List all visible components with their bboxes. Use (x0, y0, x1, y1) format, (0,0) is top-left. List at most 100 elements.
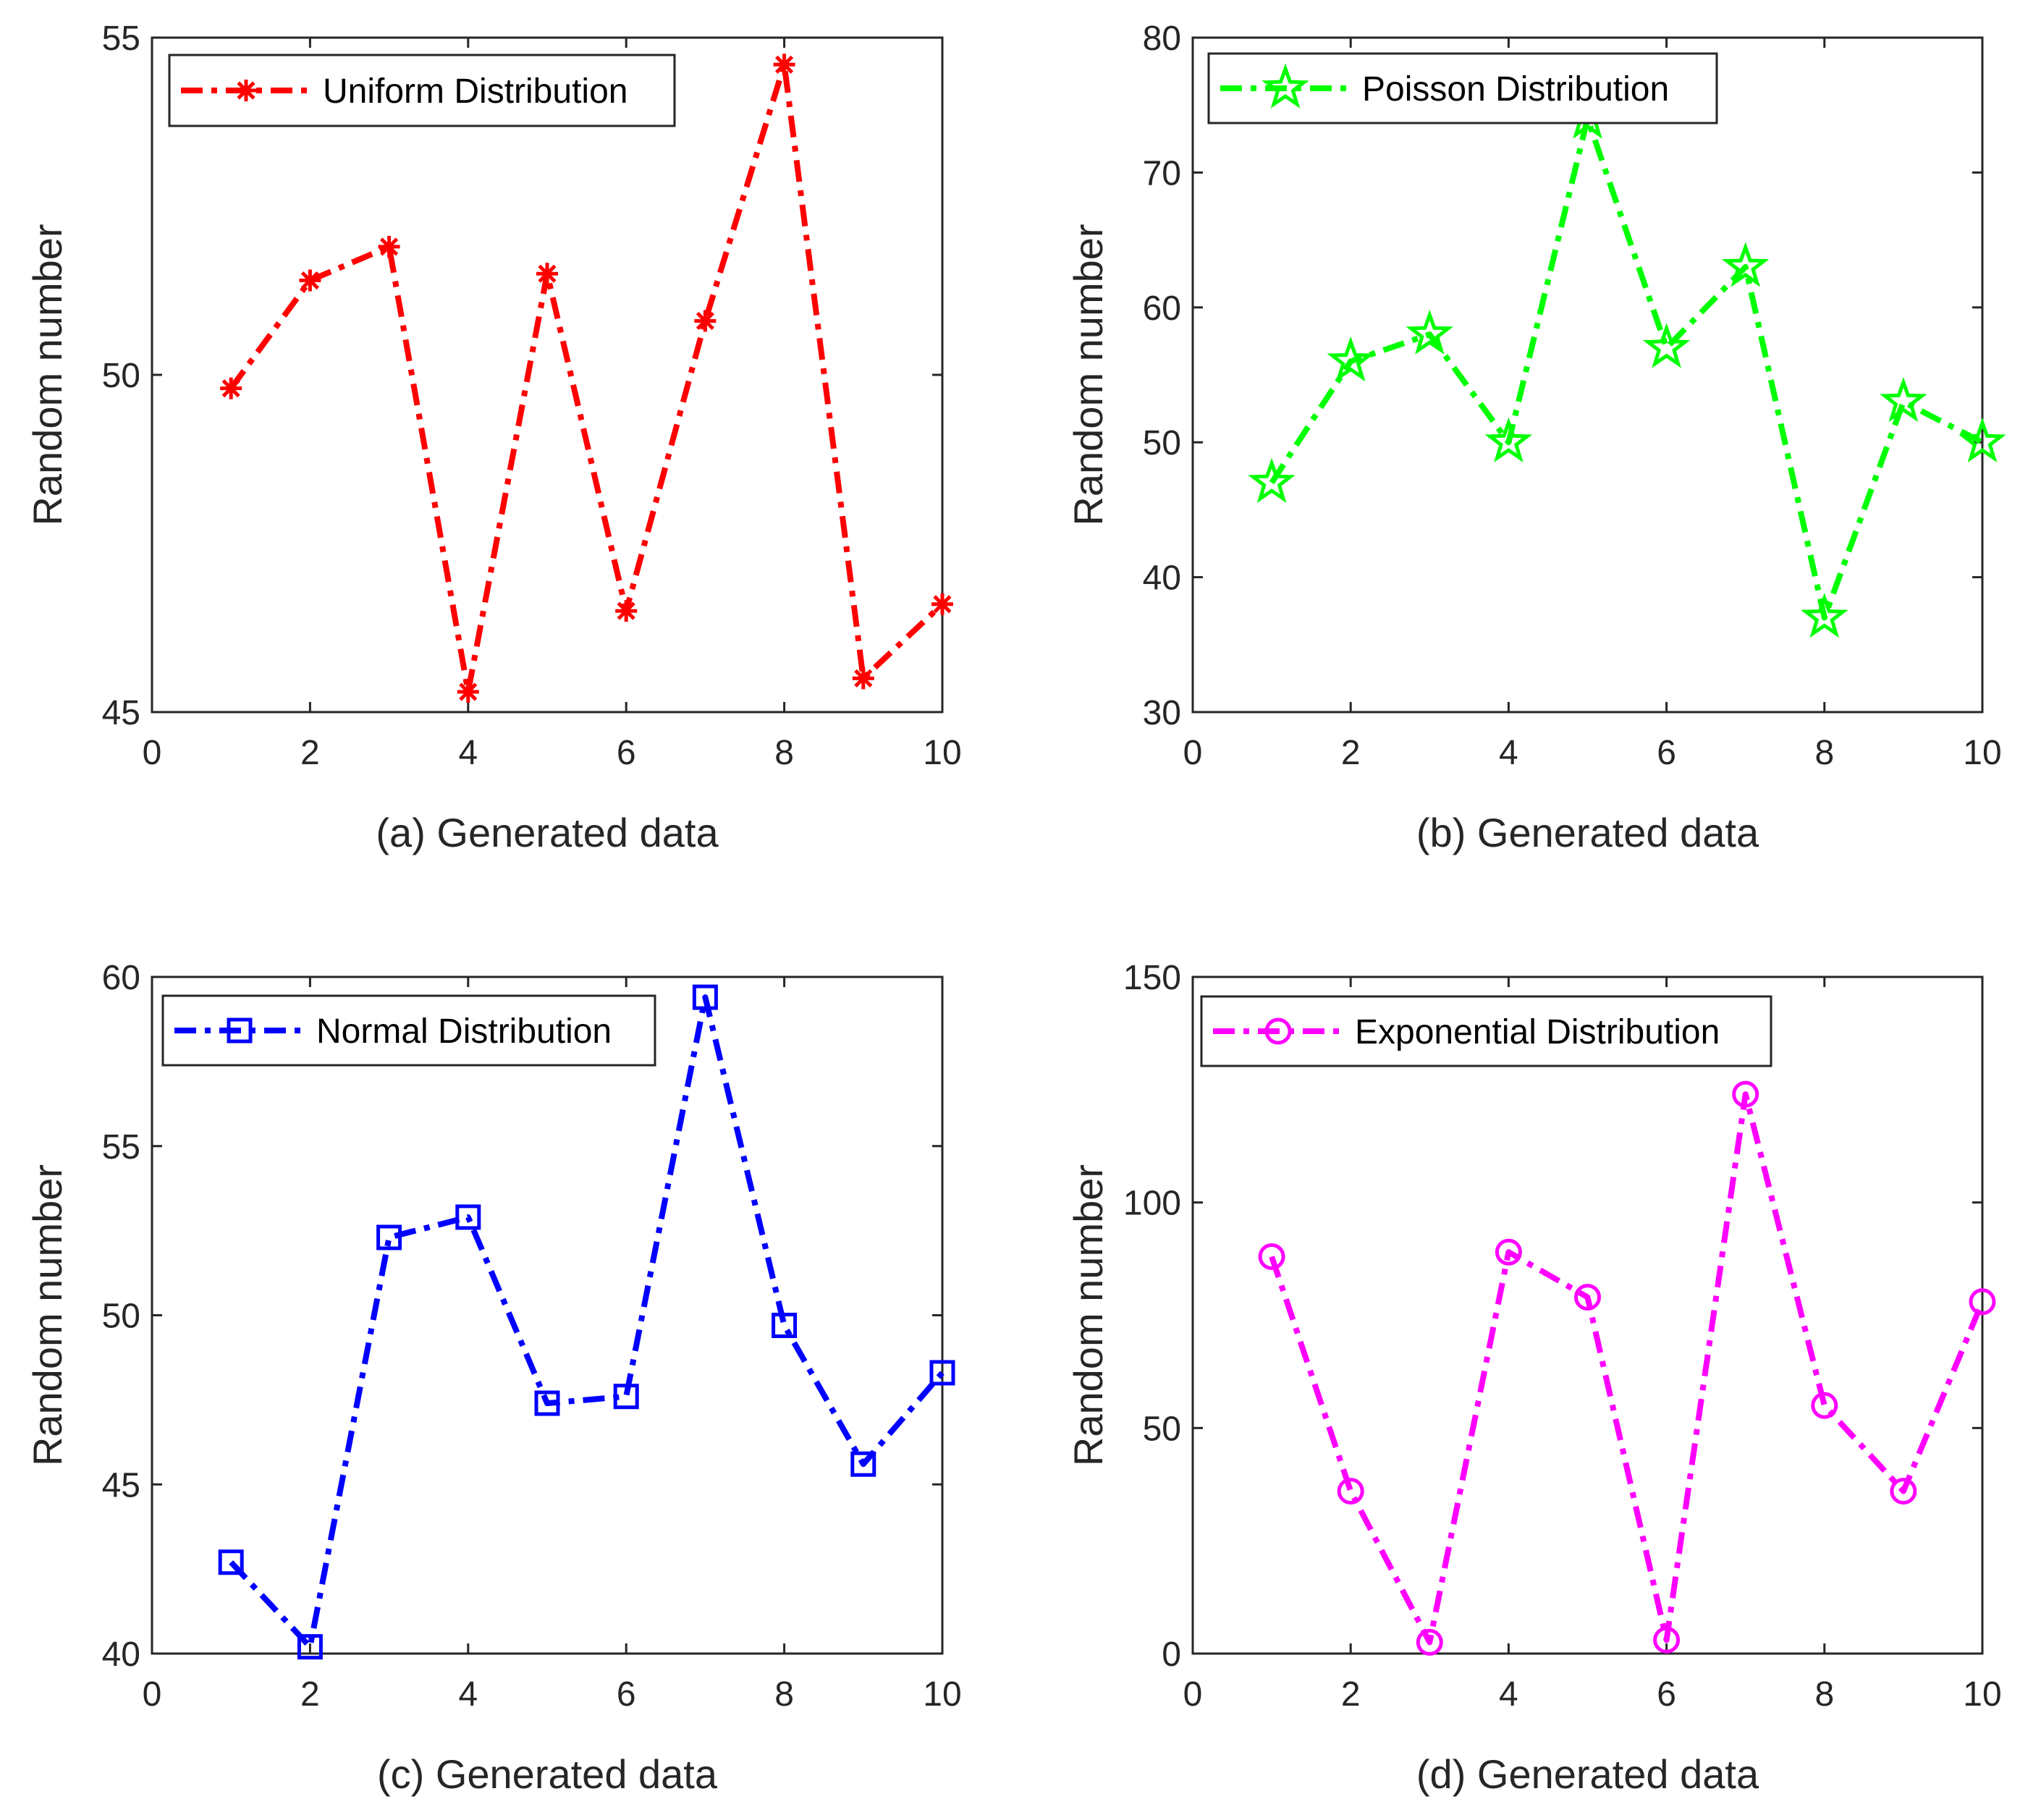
y-tick-label: 45 (102, 694, 140, 732)
data-point (299, 269, 321, 292)
data-point (1653, 1626, 1681, 1654)
legend-box (161, 994, 656, 1067)
legend-label: Poisson Distribution (1362, 70, 1669, 109)
data-point (1880, 376, 1927, 423)
legend-label: Normal Distribution (316, 1012, 612, 1051)
data-point (1890, 1478, 1917, 1505)
y-tick-label: 60 (102, 959, 140, 997)
data-point (1327, 337, 1374, 382)
data-point (1258, 1243, 1285, 1270)
plot-area (151, 975, 944, 1655)
plot-area (151, 36, 944, 714)
y-tick-label: 60 (1143, 289, 1181, 328)
data-point (929, 1360, 955, 1386)
legend-box (1200, 995, 1772, 1067)
data-point (1721, 242, 1770, 287)
y-tick-label: 0 (1162, 1635, 1181, 1674)
data-point (615, 600, 638, 622)
data-point (1958, 417, 2006, 462)
data-point (772, 1313, 798, 1339)
x-tick-label: 4 (1499, 1675, 1518, 1714)
legend: Uniform Distribution (168, 54, 676, 127)
x-tick-label: 2 (300, 734, 320, 772)
data-point (1969, 1288, 1996, 1316)
data-point (455, 1204, 481, 1230)
x-axis-title: (c) Generated data (377, 1751, 718, 1797)
data-point (694, 310, 717, 332)
data-point (297, 1634, 323, 1660)
series-line (1269, 1091, 1985, 1646)
x-tick-label: 4 (458, 734, 478, 772)
y-tick-label: 55 (102, 20, 140, 58)
plot-area (1191, 36, 1984, 714)
data-point (931, 593, 953, 615)
y-tick-label: 50 (102, 1298, 140, 1336)
x-tick-label: 2 (300, 1675, 320, 1714)
legend: Exponential Distribution (1200, 995, 1772, 1067)
y-axis-title: Random number (25, 1164, 70, 1466)
x-tick-label: 2 (1341, 734, 1361, 772)
x-tick-label: 8 (774, 1675, 794, 1714)
data-point (1406, 309, 1454, 355)
x-tick-label: 0 (143, 1675, 162, 1714)
y-tick-label: 30 (1143, 694, 1181, 732)
legend-label: Uniform Distribution (323, 72, 627, 111)
x-tick-label: 6 (617, 1675, 636, 1714)
y-tick-label: 70 (1143, 154, 1181, 192)
data-point (773, 54, 795, 76)
x-axis-title: (d) Generated data (1416, 1751, 1759, 1797)
data-point (613, 1384, 639, 1410)
y-tick-label: 100 (1123, 1185, 1181, 1223)
data-point (692, 984, 718, 1010)
x-tick-label: 10 (1963, 1675, 2001, 1714)
y-axis-title: Random number (1065, 224, 1111, 525)
y-tick-label: 45 (102, 1466, 140, 1504)
data-point (850, 1451, 876, 1477)
y-tick-label: 40 (1143, 559, 1181, 598)
x-tick-label: 8 (1814, 734, 1834, 772)
y-axis-title: Random number (25, 224, 70, 525)
x-tick-label: 6 (1657, 734, 1676, 772)
data-point (1416, 1628, 1443, 1656)
y-tick-label: 50 (1143, 424, 1181, 462)
data-point (457, 681, 479, 703)
y-tick-label: 150 (1123, 959, 1181, 997)
chart-panel-a: 0 2 4 6 8 10 45 50 55 (a) Generated data Random nu… (25, 20, 962, 855)
legend-label: Exponential Distribution (1355, 1013, 1720, 1051)
series-line (229, 994, 945, 1650)
x-tick-label: 0 (1183, 734, 1203, 772)
x-tick-label: 8 (774, 734, 794, 772)
legend-marker (227, 1017, 253, 1044)
x-tick-label: 10 (923, 734, 961, 772)
data-point (218, 1549, 244, 1575)
legend-marker (1262, 63, 1309, 109)
x-tick-label: 10 (923, 1675, 961, 1714)
y-tick-label: 50 (1143, 1410, 1181, 1448)
x-axis-title: (b) Generated data (1416, 810, 1759, 855)
data-point (376, 1224, 402, 1250)
data-point (1574, 1284, 1601, 1311)
data-point (1495, 1238, 1522, 1266)
series-line (228, 62, 945, 695)
x-tick-label: 4 (458, 1675, 478, 1714)
x-tick-label: 4 (1499, 734, 1518, 772)
legend: Normal Distribution (161, 994, 656, 1067)
plot-area (1191, 975, 1984, 1655)
data-point (1732, 1080, 1759, 1108)
y-axis-title: Random number (1065, 1164, 1111, 1466)
data-point (1811, 1392, 1838, 1419)
y-tick-label: 80 (1143, 20, 1181, 58)
data-point (852, 667, 874, 690)
x-tick-label: 6 (1657, 1675, 1676, 1714)
x-tick-label: 10 (1963, 734, 2001, 772)
y-tick-label: 40 (102, 1635, 140, 1674)
x-tick-label: 0 (1183, 1675, 1203, 1714)
data-point (220, 377, 242, 399)
y-tick-label: 50 (102, 357, 140, 395)
data-point (1642, 323, 1691, 368)
x-tick-label: 0 (143, 734, 162, 772)
data-point (1248, 457, 1296, 504)
data-point (1337, 1478, 1364, 1505)
